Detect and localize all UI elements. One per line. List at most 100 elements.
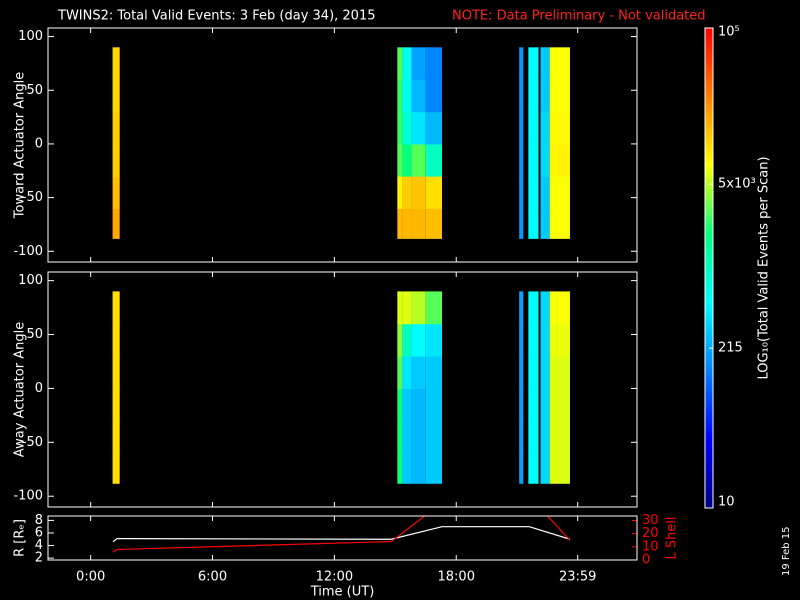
- spectrogram-cell: [112, 388, 120, 422]
- spectrogram-cell: [528, 291, 539, 325]
- spectrogram-cell: [402, 47, 412, 81]
- spectrogram-cell: [540, 111, 550, 145]
- y-tick-label: 50: [26, 327, 43, 342]
- spectrogram-cell: [528, 323, 539, 357]
- spectrogram-cell: [540, 143, 550, 177]
- y-tick-label: -100: [13, 244, 43, 259]
- spectrogram-cell: [540, 356, 550, 389]
- y2-tick-label: 20: [642, 526, 659, 541]
- spectrogram-cell: [112, 208, 120, 239]
- spectrogram-cell: [397, 356, 403, 389]
- axes-frame: [47, 271, 638, 508]
- spectrogram-cell: [425, 323, 443, 357]
- spectrogram-cell: [402, 176, 412, 209]
- y-tick-label: 8: [35, 513, 43, 528]
- y-axis-label: Toward Actuator Angle: [13, 72, 28, 219]
- spectrogram-cell: [425, 79, 443, 113]
- spectrogram-cell: [411, 79, 426, 113]
- spectrogram-cell: [112, 111, 120, 145]
- y-tick-label: 6: [35, 525, 43, 540]
- spectrogram-cell: [540, 453, 550, 484]
- spectrogram-cell: [519, 79, 524, 113]
- spectrogram-cell: [397, 420, 403, 454]
- spectrogram-cell: [528, 111, 539, 145]
- x-tick-label: 0:00: [76, 570, 105, 585]
- spectrogram-cell: [519, 453, 524, 484]
- spectrogram-cell: [112, 143, 120, 177]
- spectrogram-cell: [540, 47, 550, 81]
- y-tick-label: -50: [22, 190, 43, 205]
- spectrogram-cell: [411, 208, 426, 239]
- y2-tick-label: 10: [642, 539, 659, 554]
- spectrogram-cell: [519, 420, 524, 454]
- spectrogram-cell: [411, 291, 426, 325]
- spectrogram-cell: [540, 208, 550, 239]
- spectrogram-cell: [519, 176, 524, 209]
- spectrogram-cell: [549, 356, 570, 389]
- spectrogram-cell: [397, 291, 403, 325]
- spectrogram-cell: [112, 291, 120, 325]
- spectrogram-cell: [519, 47, 524, 81]
- spectrogram-cell: [411, 388, 426, 422]
- y2-tick-label: 30: [642, 513, 659, 528]
- spectrogram-cell: [411, 356, 426, 389]
- spectrogram-cell: [528, 47, 539, 81]
- y-tick-label: 4: [35, 538, 43, 553]
- spectrogram-cell: [397, 111, 403, 145]
- spectrogram-cell: [402, 208, 412, 239]
- spectrogram-cell: [402, 79, 412, 113]
- spectrogram-cell: [397, 208, 403, 239]
- y-tick-label: 2: [35, 551, 43, 566]
- spectrogram-cell: [397, 323, 403, 357]
- spectrogram-cell: [397, 388, 403, 422]
- spectrogram-cell: [112, 356, 120, 389]
- spectrogram-cell: [411, 143, 426, 177]
- spectrogram-cell: [425, 388, 443, 422]
- line-series: [546, 516, 571, 541]
- spectrogram-cell: [411, 176, 426, 209]
- spectrogram-cell: [549, 143, 570, 177]
- colorbar-tick-label: 5x10³: [718, 177, 756, 192]
- spectrogram-cell: [540, 420, 550, 454]
- spectrogram-cell: [402, 453, 412, 484]
- spectrogram-cell: [425, 143, 443, 177]
- spectrogram-cell: [519, 143, 524, 177]
- y-axis-label: R [Rₑ]: [13, 519, 28, 557]
- spectrogram-cell: [540, 176, 550, 209]
- chart-title: TWINS2: Total Valid Events: 3 Feb (day 3…: [57, 9, 376, 24]
- spectrogram-cell: [112, 323, 120, 357]
- spectrogram-cell: [411, 420, 426, 454]
- y-tick-label: 0: [35, 381, 43, 396]
- line-series: [112, 526, 571, 543]
- spectrogram-cell: [549, 208, 570, 239]
- spectrogram-cell: [425, 208, 443, 239]
- spectrogram-cell: [397, 47, 403, 81]
- colorbar-label: LOG₁₀(Total Valid Events per Scan): [757, 156, 772, 379]
- x-tick-label: 23:59: [559, 570, 596, 585]
- y-tick-label: 100: [18, 273, 43, 288]
- spectrogram-cell: [425, 453, 443, 484]
- spectrogram-cell: [519, 323, 524, 357]
- y2-tick-label: 0: [642, 553, 650, 568]
- spectrogram-cell: [519, 388, 524, 422]
- spectrogram-cell: [411, 323, 426, 357]
- y-tick-label: 0: [35, 136, 43, 151]
- spectrogram-cell: [549, 79, 570, 113]
- colorbar: [704, 27, 714, 509]
- spectrogram-cell: [397, 143, 403, 177]
- spectrogram-cell: [397, 79, 403, 113]
- spectrogram-cell: [411, 111, 426, 145]
- spectrogram-cell: [112, 79, 120, 113]
- spectrogram-cell: [112, 47, 120, 81]
- spectrogram-cell: [549, 111, 570, 145]
- x-tick-label: 18:00: [438, 570, 475, 585]
- x-tick-label: 6:00: [198, 570, 227, 585]
- spectrogram-cell: [397, 453, 403, 484]
- spectrogram-cell: [549, 291, 570, 325]
- plot-area: [112, 47, 570, 239]
- spectrogram-cell: [425, 420, 443, 454]
- plot-area: [112, 516, 571, 553]
- spectrogram-cell: [397, 176, 403, 209]
- spectrogram-cell: [549, 453, 570, 484]
